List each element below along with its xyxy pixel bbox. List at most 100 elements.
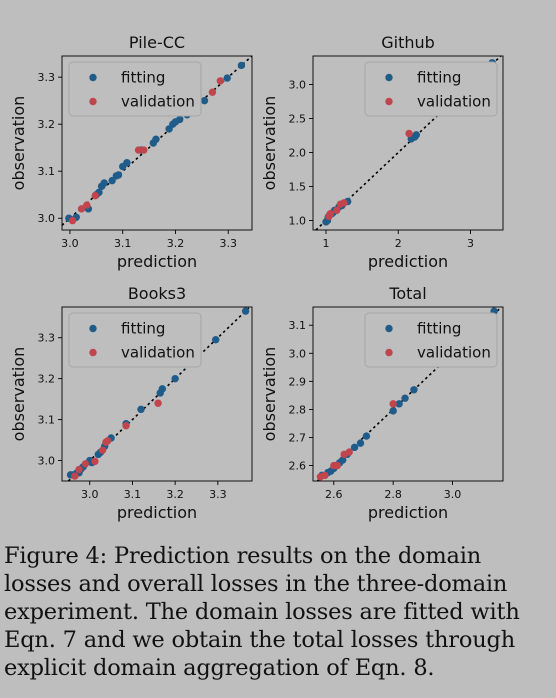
y-tick-label: 2.0 (289, 147, 307, 160)
point-fitting (108, 176, 116, 185)
x-axis-label: prediction (117, 503, 197, 522)
y-tick-label: 3.0 (289, 79, 307, 92)
y-tick-label: 3.0 (38, 212, 56, 225)
legend: fitting validation (364, 312, 498, 368)
point-validation (75, 465, 83, 474)
x-tick-label: 2.6 (325, 488, 343, 501)
fit-line (315, 55, 502, 231)
point-validation (333, 461, 342, 470)
point-validation (208, 88, 217, 96)
y-axis-label: observation (9, 96, 28, 191)
x-tick-label: 3.3 (220, 237, 238, 250)
legend-box (68, 312, 202, 368)
point-fitting (175, 115, 184, 124)
legend-marker-validation (89, 97, 97, 106)
legend-label-fitting: fitting (417, 320, 461, 338)
point-fitting (356, 439, 365, 447)
legend-box (68, 61, 202, 117)
chart-title: Total (388, 284, 426, 303)
chart-title: Books3 (128, 284, 186, 303)
point-validation (103, 437, 112, 445)
y-axis-label: observation (260, 347, 279, 442)
point-validation (389, 400, 397, 408)
point-validation (140, 146, 148, 154)
point-fitting (412, 131, 421, 139)
legend-label-fitting: fitting (417, 69, 461, 87)
point-validation (98, 446, 107, 454)
fit-line (67, 306, 251, 482)
y-tick-label: 2.5 (289, 113, 307, 126)
point-validation (68, 216, 77, 225)
axes-frame (61, 306, 253, 482)
x-tick-label: 2 (395, 237, 402, 250)
point-fitting (212, 336, 220, 344)
chart-title: Github (381, 33, 435, 52)
legend: fitting validation (68, 312, 202, 368)
point-fitting (410, 386, 418, 394)
point-fitting (389, 407, 397, 415)
y-tick-label: 1.0 (289, 214, 307, 227)
y-tick-label: 3.0 (289, 347, 307, 360)
point-fitting (223, 74, 231, 82)
chart-panel-2: Books3 3.0 3.1 3.2 3.3 3.0 3.1 3.2 3.3 prediction… (9, 284, 253, 522)
legend-marker-fitting (89, 73, 97, 82)
legend-label-validation: validation (121, 93, 195, 111)
point-validation (154, 399, 162, 407)
point-fitting (338, 456, 347, 464)
legend: fitting validation (364, 61, 498, 117)
point-fitting (123, 159, 131, 167)
chart-panel-1: Github 1 2 3 1.0 1.5 2.0 2.5 3.0 prediction observ… (260, 33, 504, 271)
point-fitting (395, 400, 403, 408)
legend-label-fitting: fitting (121, 69, 165, 87)
point-fitting (158, 385, 167, 393)
point-validation (340, 199, 348, 207)
point-validation (77, 205, 86, 213)
series-validation (68, 77, 225, 225)
point-validation (91, 191, 99, 200)
y-tick-label: 3.3 (38, 332, 56, 345)
x-axis-label: prediction (368, 503, 448, 522)
y-tick-label: 2.8 (289, 403, 307, 416)
legend-label-validation: validation (417, 344, 491, 362)
legend-marker-validation (385, 348, 393, 357)
y-axis-label: observation (260, 96, 279, 191)
chart-panel-0: Pile-CC 3.0 3.1 3.2 3.3 3.0 3.1 3.2 3.3 predictio… (9, 33, 253, 271)
legend-marker-validation (385, 97, 393, 106)
y-tick-label: 2.7 (289, 432, 307, 445)
figure-grid: Pile-CC 3.0 3.1 3.2 3.3 3.0 3.1 3.2 3.3 predictio… (9, 33, 504, 522)
y-axis-label: observation (9, 347, 28, 442)
y-tick-label: 3.1 (38, 414, 56, 427)
point-fitting (100, 179, 108, 187)
y-tick-label: 3.1 (289, 319, 307, 332)
axes-frame (312, 306, 504, 482)
x-tick-label: 1 (323, 237, 330, 250)
chart-title: Pile-CC (129, 33, 185, 52)
legend-marker-validation (89, 348, 97, 357)
point-fitting (241, 307, 250, 315)
point-validation (321, 471, 329, 480)
x-tick-label: 3.1 (124, 488, 142, 501)
point-validation (134, 146, 143, 154)
legend-box (364, 61, 498, 117)
x-tick-label: 3.0 (444, 488, 462, 501)
point-validation (91, 457, 99, 466)
point-validation (81, 460, 90, 468)
y-tick-label: 3.3 (38, 71, 56, 84)
x-tick-label: 3 (467, 237, 474, 250)
x-tick-label: 2.8 (384, 488, 402, 501)
axes-frame (312, 55, 504, 231)
legend-box (364, 312, 498, 368)
point-validation (326, 209, 335, 218)
point-fitting (152, 135, 160, 143)
y-tick-label: 3.1 (38, 165, 56, 178)
y-tick-label: 3.0 (38, 455, 56, 468)
point-validation (345, 448, 353, 456)
point-fitting (237, 61, 246, 70)
figure-caption: Figure 4: Prediction results on the doma… (4, 543, 520, 681)
point-fitting (137, 405, 145, 414)
point-fitting (362, 432, 371, 440)
chart-panel-3: Total 2.6 2.8 3.0 2.6 2.7 2.8 2.9 3.0 3.1 predicti… (260, 284, 504, 522)
point-fitting (401, 394, 409, 402)
legend-label-validation: validation (121, 344, 195, 362)
x-tick-label: 3.2 (166, 488, 184, 501)
